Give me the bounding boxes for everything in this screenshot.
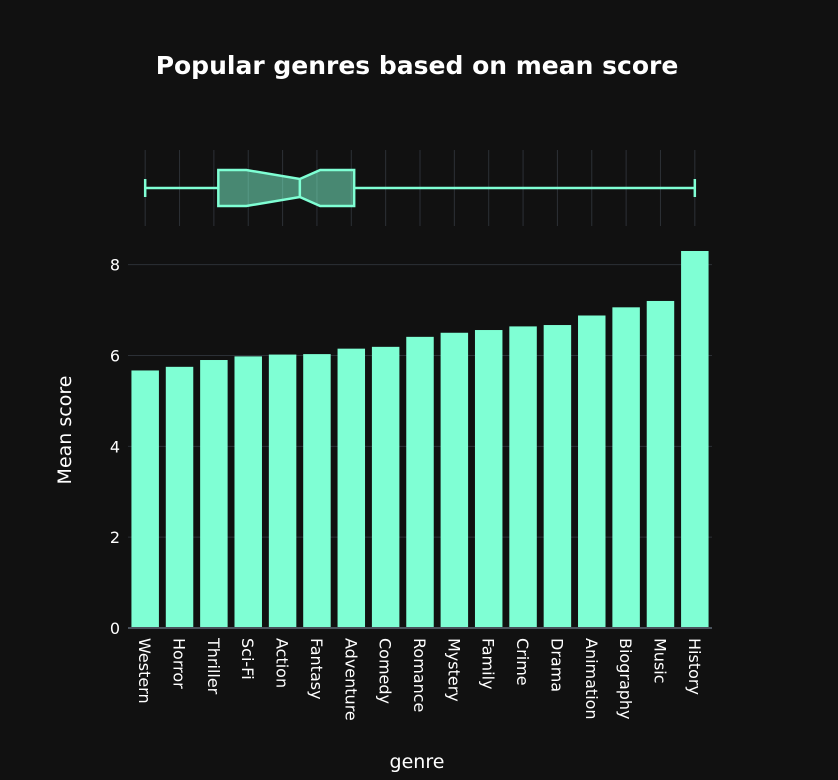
bar: [337, 348, 366, 628]
x-tick-label: Mystery: [444, 638, 463, 702]
x-tick-label: Drama: [547, 638, 566, 692]
x-tick-label: Western: [135, 638, 154, 704]
y-tick-labels: 0 2 4 6 8: [110, 256, 120, 638]
bar: [578, 315, 606, 628]
x-tick-label: Adventure: [341, 638, 360, 721]
bar: [371, 346, 400, 628]
y-tick-label: 0: [110, 619, 120, 638]
x-tick-label: History: [685, 638, 704, 695]
bar: [509, 326, 537, 628]
x-tick-label: Music: [650, 638, 669, 684]
bar: [268, 354, 297, 628]
x-tick-label: Action: [273, 638, 292, 688]
bar: [406, 336, 434, 628]
x-tick-labels: Western Horror Thriller Sci-Fi Action Fantasy…: [135, 637, 704, 721]
y-axis-title: Mean score: [54, 376, 76, 485]
bar: [303, 354, 331, 628]
x-tick-label: Comedy: [376, 638, 395, 704]
x-tick-label: Fantasy: [307, 638, 326, 700]
marginal-boxplot: [143, 168, 697, 208]
bar: [200, 360, 228, 628]
bar: [681, 251, 709, 628]
x-tick-label: Horror: [170, 638, 189, 689]
x-tick-label: Sci-Fi: [238, 638, 257, 680]
x-tick-label: Crime: [513, 638, 532, 686]
bar: [474, 330, 503, 628]
box-body: [217, 168, 356, 208]
chart-title: Popular genres based on mean score: [156, 51, 679, 80]
bar: [131, 370, 159, 628]
y-tick-label: 6: [110, 346, 120, 365]
x-tick-label: Biography: [616, 638, 635, 720]
bar: [543, 325, 572, 628]
bar: [612, 307, 640, 628]
bar: [646, 300, 675, 628]
x-tick-label: Animation: [582, 638, 601, 720]
bar: [234, 356, 262, 628]
x-tick-label: Thriller: [204, 637, 223, 695]
x-tick-label: Romance: [410, 638, 429, 712]
y-tick-label: 4: [110, 437, 120, 456]
bars: [131, 251, 709, 628]
x-tick-label: Family: [479, 638, 498, 689]
y-tick-label: 8: [110, 256, 120, 275]
y-tick-label: 2: [110, 528, 120, 547]
bar: [165, 366, 194, 628]
x-axis-title: genre: [390, 751, 445, 773]
bar: [440, 332, 469, 628]
